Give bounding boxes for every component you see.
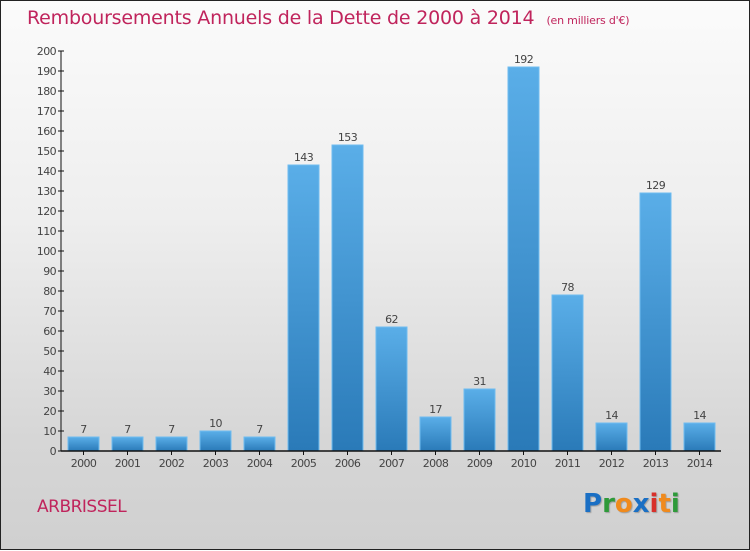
x-tick-label: 2004 [247, 457, 273, 470]
x-tick-label: 2005 [291, 457, 317, 470]
x-tick-label: 2009 [467, 457, 493, 470]
logo-letter: r [602, 489, 615, 519]
data-label-2004: 7 [256, 423, 263, 436]
data-label-2007: 62 [385, 313, 398, 326]
y-tick-label: 150 [37, 145, 57, 158]
y-tick-label: 180 [37, 85, 57, 98]
logo-letter: t [658, 489, 671, 519]
data-label-2000: 7 [80, 423, 87, 436]
data-label-2003: 10 [209, 417, 222, 430]
bar-2014 [683, 422, 716, 452]
bar-2005 [287, 164, 320, 452]
bar-2007 [375, 326, 408, 452]
y-tick-label: 200 [37, 45, 57, 58]
data-label-2011: 78 [561, 281, 574, 294]
y-tick-label: 110 [37, 225, 57, 238]
chart-title: Remboursements Annuels de la Dette de 20… [27, 7, 630, 29]
y-tick-label: 190 [37, 65, 57, 78]
y-tick-label: 100 [37, 245, 57, 258]
bar-2004 [243, 436, 276, 452]
bar-2002 [155, 436, 188, 452]
y-tick-label: 60 [43, 325, 56, 338]
x-tick-label: 2006 [335, 457, 361, 470]
x-tick-label: 2007 [379, 457, 405, 470]
logo-letter: x [632, 489, 650, 519]
bars-group: 7 7 7 10 7 143 153 62 17 31 192 78 14 129 14 [67, 53, 716, 452]
y-tick-label: 160 [37, 125, 57, 138]
x-tick-label: 2014 [687, 457, 713, 470]
y-axis: 0 10 20 30 40 50 60 70 80 90 100 110 120 130 140 150 160… [37, 45, 64, 458]
y-tick-label: 30 [43, 385, 56, 398]
bar-2001 [111, 436, 144, 452]
y-tick-label: 120 [37, 205, 57, 218]
chart-title-text: Remboursements Annuels de la Dette de 20… [27, 7, 535, 29]
bar-2010 [507, 66, 540, 452]
y-tick-label: 80 [43, 285, 56, 298]
y-tick-label: 90 [43, 265, 56, 278]
x-axis: 2000 2001 2002 2003 2004 2005 2006 2007 2008 2009… [61, 450, 721, 470]
logo-letter: P [583, 489, 603, 519]
x-tick-label: 2010 [511, 457, 537, 470]
y-tick-label: 170 [37, 105, 57, 118]
data-label-2009: 31 [473, 375, 486, 388]
bar-2009 [463, 388, 496, 452]
data-label-2010: 192 [514, 53, 533, 66]
bar-2003 [199, 430, 232, 452]
data-label-2006: 153 [338, 131, 358, 144]
data-label-2013: 129 [646, 179, 666, 192]
chart-unit: (en milliers d'€) [546, 14, 630, 27]
data-label-2002: 7 [168, 423, 175, 436]
y-tick-label: 20 [43, 405, 56, 418]
y-tick-label: 40 [43, 365, 56, 378]
bar-2012 [595, 422, 628, 452]
commune-name: ARBRISSEL [37, 497, 127, 517]
y-tick-label: 140 [37, 165, 57, 178]
bar-2000 [67, 436, 100, 452]
proxiti-logo[interactable]: Proxiti [583, 489, 680, 519]
data-label-2012: 14 [605, 409, 618, 422]
logo-letter: i [670, 489, 680, 519]
x-tick-label: 2011 [555, 457, 581, 470]
y-tick-label: 50 [43, 345, 56, 358]
data-label-2005: 143 [294, 151, 314, 164]
x-tick-label: 2000 [71, 457, 97, 470]
y-tick-label: 70 [43, 305, 56, 318]
logo-letter: o [614, 489, 633, 519]
data-label-2008: 17 [429, 403, 442, 416]
y-tick-label: 130 [37, 185, 57, 198]
x-tick-label: 2008 [423, 457, 449, 470]
x-tick-label: 2012 [599, 457, 625, 470]
logo-letter: i [649, 489, 659, 519]
data-label-2014: 14 [693, 409, 706, 422]
y-tick-label: 10 [43, 425, 56, 438]
data-label-2001: 7 [124, 423, 131, 436]
bar-2008 [419, 416, 452, 452]
y-tick-label: 0 [50, 445, 57, 458]
bar-2006 [331, 144, 364, 452]
bar-2013 [639, 192, 672, 452]
x-tick-label: 2013 [643, 457, 669, 470]
x-tick-label: 2003 [203, 457, 229, 470]
x-tick-label: 2001 [115, 457, 141, 470]
bar-2011 [551, 294, 584, 452]
x-tick-label: 2002 [159, 457, 185, 470]
